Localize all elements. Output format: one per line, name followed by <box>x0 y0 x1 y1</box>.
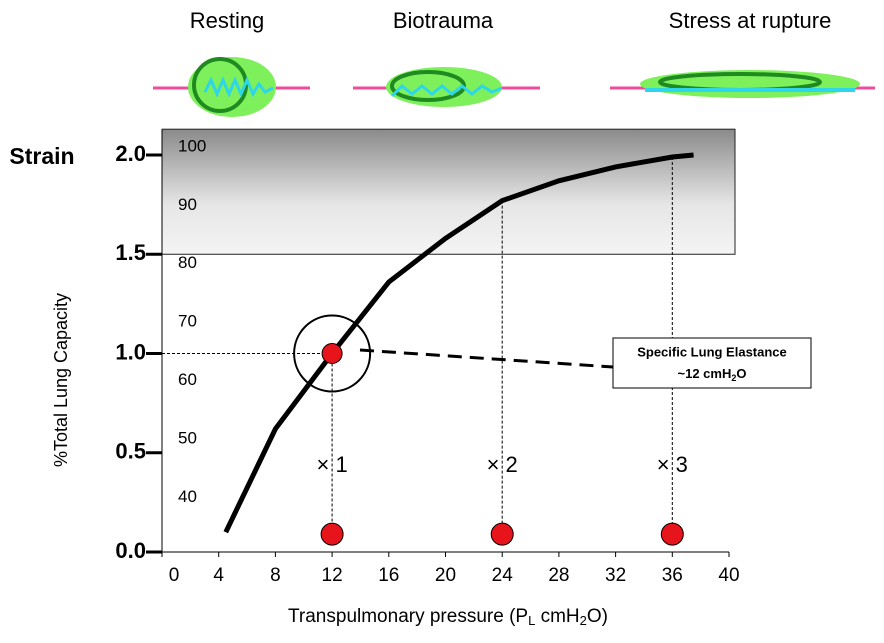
y-tick-label: 1.0 <box>115 339 146 364</box>
x-title-part: cmH <box>535 606 579 627</box>
x-title-part: Transpulmonary pressure (P <box>288 606 528 627</box>
y2-tick-label: 60 <box>178 370 197 389</box>
y-title: Strain <box>9 143 74 169</box>
y2-tick-label: 100 <box>178 136 206 155</box>
multiple-dot <box>490 522 514 546</box>
x-tick-label: 8 <box>270 565 281 586</box>
y2-title: %Total Lung Capacity <box>51 293 71 467</box>
x-tick-label: 28 <box>548 565 569 586</box>
callout-line <box>359 348 614 369</box>
y-tick-label: 2.0 <box>115 141 146 166</box>
y2-tick-label: 40 <box>178 487 197 506</box>
callout-sub: 2 <box>731 373 736 383</box>
callout-part: O <box>736 366 746 381</box>
x-tick-label: 40 <box>718 565 739 586</box>
multiple-label: × 3 <box>657 452 688 477</box>
y2-tick-label: 70 <box>178 312 197 331</box>
multiple-dot <box>320 522 344 546</box>
y-tick-label: 0.5 <box>115 439 146 464</box>
y2-tick-label: 80 <box>178 253 197 272</box>
callout-text: Specific Lung Elastance <box>637 344 787 359</box>
highlight-circle <box>293 314 372 393</box>
y2-tick-label: 50 <box>178 428 197 447</box>
x-tick-label: 0 <box>169 565 180 586</box>
plot: 0.0 0.5 1.0 1.5 2.0 40 50 60 70 80 90 100 0 4 8 12 16 20 2… <box>115 128 812 586</box>
multiple-label: × 1 <box>316 452 347 477</box>
multiple-label: × 2 <box>487 452 518 477</box>
callout-text: ~12 cmH2O <box>678 366 747 383</box>
stage-label: Stress at rupture <box>669 8 832 33</box>
x-tick-label: 24 <box>492 565 514 586</box>
callout-part: ~12 cmH <box>678 366 732 381</box>
x-tick-label: 16 <box>378 565 399 586</box>
lung-fibers <box>390 83 503 98</box>
lung-fibers <box>203 76 274 98</box>
x-tick-label: 12 <box>322 565 343 586</box>
x-tick-label: 4 <box>213 565 224 586</box>
x-tick-label: 20 <box>435 565 456 586</box>
y-tick-label: 1.5 <box>115 240 146 265</box>
stage-label: Resting <box>190 8 265 33</box>
x-title-part: O) <box>587 606 608 627</box>
callout-box <box>612 337 812 389</box>
lung-illustrations <box>153 57 875 117</box>
x-title-sub: 2 <box>580 613 587 628</box>
y-tick-label: 0.0 <box>115 538 146 563</box>
curve <box>223 152 694 534</box>
multiple-dot <box>660 522 684 546</box>
x-tick-label: 32 <box>605 565 626 586</box>
x-title-sub: L <box>528 613 535 628</box>
x-tick-label: 36 <box>662 565 683 586</box>
marker <box>321 343 343 364</box>
y2-tick-label: 90 <box>178 195 197 214</box>
x-title: Transpulmonary pressure (PL cmH2O) <box>288 606 608 628</box>
stage-label: Biotrauma <box>393 8 494 33</box>
